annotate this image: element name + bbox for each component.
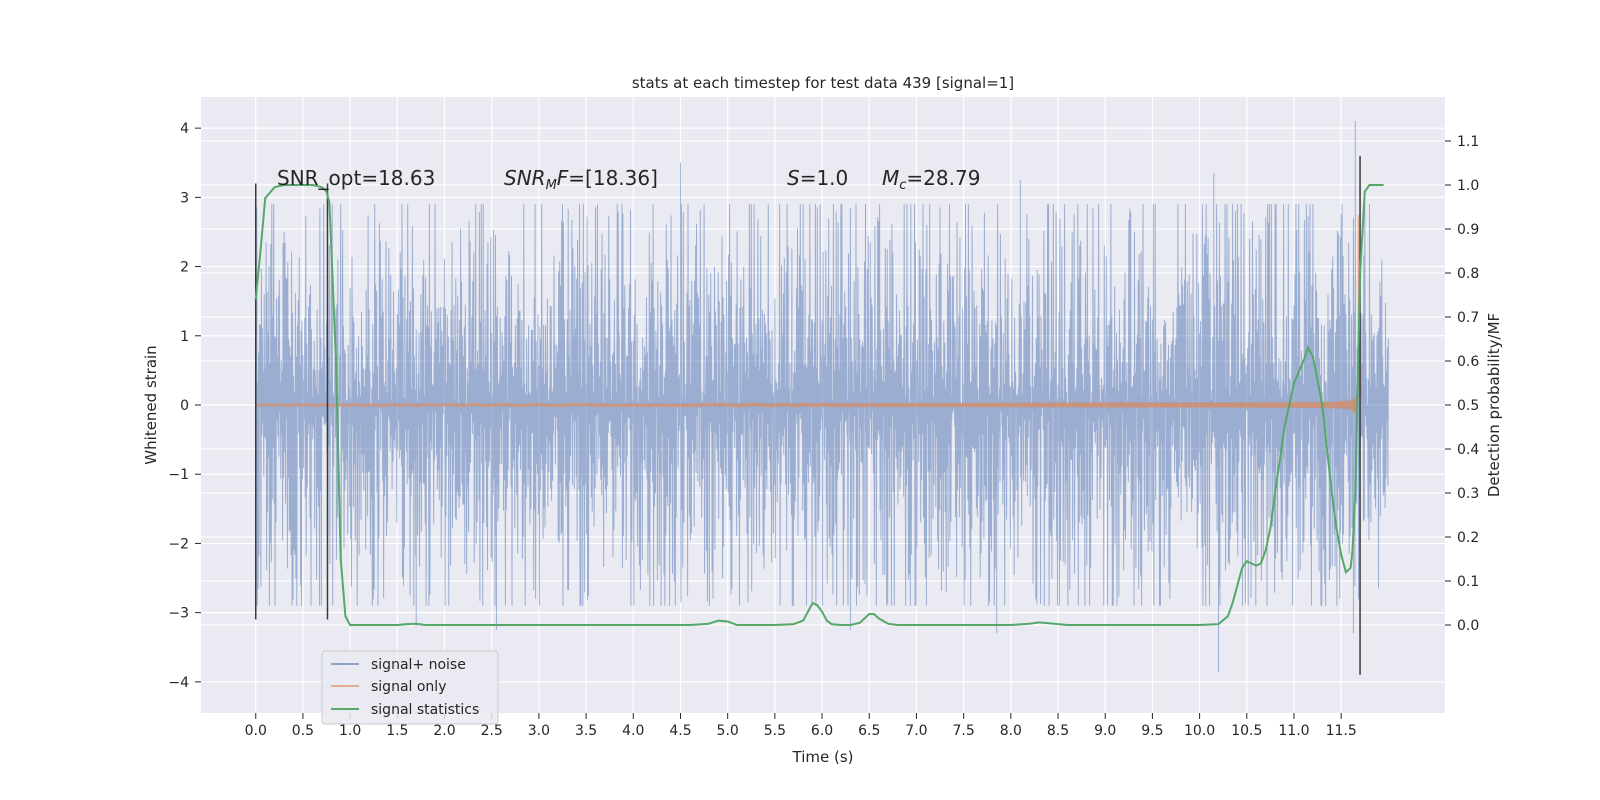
x-tick-label: 2.0 — [433, 723, 455, 739]
x-tick-label: 11.0 — [1278, 723, 1309, 739]
y-right-tick-label: 0.6 — [1457, 354, 1479, 370]
y-left-tick-label: 2 — [180, 260, 189, 276]
x-tick-label: 1.0 — [339, 723, 361, 739]
signal-plus-noise-series — [255, 121, 1389, 672]
marker-lines — [254, 155, 1361, 675]
y-left-tick-label: 4 — [180, 121, 189, 137]
legend-label-signal-only: signal only — [371, 679, 446, 695]
y-right-tick-label: 0.7 — [1457, 310, 1479, 326]
x-axis-ticks: 0.0 0.5 1.0 1.5 2.0 2.5 3.0 3.5 4.0 4.5 5.0 5.5 6.0 6… — [245, 713, 1357, 739]
y-right-tick-label: 0.4 — [1457, 442, 1479, 458]
legend-box — [321, 650, 499, 725]
y-right-tick-label: 0.8 — [1457, 266, 1479, 282]
x-tick-label: 3.0 — [528, 723, 550, 739]
x-tick-label: 9.0 — [1094, 723, 1116, 739]
x-tick-label: 0.0 — [245, 723, 267, 739]
y-left-tick-label: 0 — [180, 398, 189, 414]
x-tick-label: 10.5 — [1231, 723, 1262, 739]
x-tick-label: 5.5 — [764, 723, 786, 739]
x-tick-label: 7.0 — [905, 723, 927, 739]
annotation-snr-mf: SNRMF=[18.36] — [504, 166, 658, 193]
x-tick-label: 7.5 — [953, 723, 975, 739]
y-left-tick-label: 1 — [180, 329, 189, 345]
x-tick-label: 10.0 — [1184, 723, 1215, 739]
x-tick-label: 2.5 — [481, 723, 503, 739]
x-tick-label: 8.5 — [1047, 723, 1069, 739]
y-left-tick-label: −3 — [168, 606, 189, 622]
legend-label-signal-statistics: signal statistics — [371, 702, 479, 718]
x-tick-label: 6.0 — [811, 723, 833, 739]
y-left-axis-ticks: −4 −3 −2 −1 0 1 2 3 4 — [168, 121, 201, 691]
x-tick-label: 3.5 — [575, 723, 597, 739]
y-right-tick-label: 0.5 — [1457, 398, 1479, 414]
x-tick-label: 11.5 — [1326, 723, 1357, 739]
x-tick-label: 1.5 — [386, 723, 408, 739]
y-right-tick-label: 1.1 — [1457, 134, 1479, 150]
y-right-axis-ticks: 0.0 0.1 0.2 0.3 0.4 0.5 0.6 0.7 0.8 0.9 1.0 1.1 — [1445, 134, 1479, 634]
legend-label-signal-plus-noise: signal+ noise — [371, 657, 466, 673]
y-right-tick-label: 1.0 — [1457, 178, 1479, 194]
signal-only-series — [255, 214, 1363, 419]
annotation-s: S=1.0 — [787, 166, 848, 190]
x-tick-label: 6.5 — [858, 723, 880, 739]
y-right-tick-label: 0.2 — [1457, 530, 1479, 546]
chart-title: stats at each timestep for test data 439… — [632, 74, 1014, 92]
signal-only-trace — [255, 214, 1363, 419]
y-right-tick-label: 0.1 — [1457, 574, 1479, 590]
y-left-axis-label: Whitened strain — [142, 345, 160, 464]
legend: signal+ noise signal only signal statist… — [321, 650, 499, 725]
x-tick-label: 9.5 — [1141, 723, 1163, 739]
x-tick-label: 8.0 — [1000, 723, 1022, 739]
annotation-snr-opt: SNR_opt=18.63 — [277, 166, 435, 190]
y-right-tick-label: 0.3 — [1457, 486, 1479, 502]
signal-statistics-series — [254, 184, 1384, 626]
x-tick-label: 0.5 — [292, 723, 314, 739]
y-left-tick-label: 3 — [180, 190, 189, 206]
signal-statistics-line — [254, 184, 1384, 626]
x-tick-label: 4.5 — [669, 723, 691, 739]
y-left-tick-label: −1 — [168, 467, 189, 483]
y-left-tick-label: −4 — [168, 675, 189, 691]
y-right-tick-label: 0.9 — [1457, 222, 1479, 238]
y-right-tick-label: 0.0 — [1457, 618, 1479, 634]
noise-trace — [255, 121, 1389, 672]
annotation-mc: Mc=28.79 — [882, 166, 980, 193]
y-right-axis-label: Detection probability/MF — [1485, 313, 1503, 497]
x-tick-label: 4.0 — [622, 723, 644, 739]
y-left-tick-label: −2 — [168, 536, 189, 552]
x-tick-label: 5.0 — [717, 723, 739, 739]
x-axis-label: Time (s) — [792, 748, 854, 766]
